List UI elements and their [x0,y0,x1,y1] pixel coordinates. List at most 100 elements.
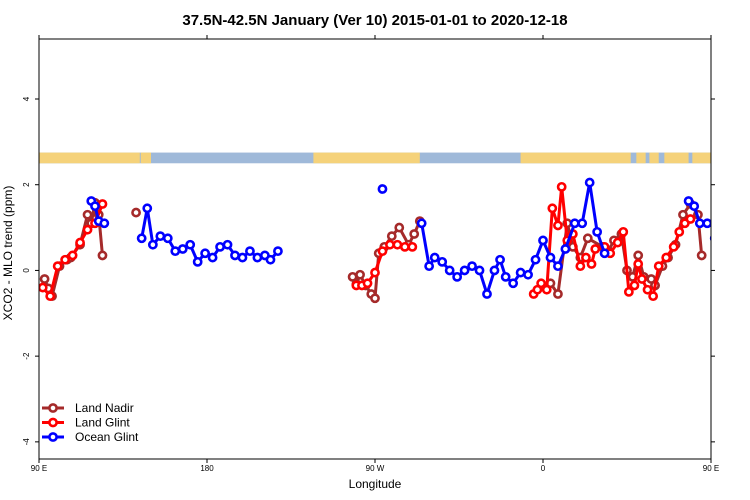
series-line [420,181,607,296]
data-point [370,267,380,278]
data-point [538,235,548,246]
data-point [575,261,586,272]
data-point [694,218,705,229]
data-point [592,226,603,237]
data-point [702,218,711,229]
data-point [215,241,225,252]
data-point [467,261,477,272]
data-point [386,231,397,242]
data-point [668,241,679,252]
x-tick-label: 180 [200,464,214,473]
x-axis-label: Longitude [349,477,402,491]
data-point [495,254,505,265]
data-point [407,241,418,252]
data-point [612,237,623,248]
data-point [75,237,85,248]
data-point [170,246,181,257]
legend-label: Land Nadir [75,401,134,415]
data-point [39,282,48,293]
data-point [237,252,248,263]
data-point [136,233,147,244]
x-tick-label: 0 [541,464,546,473]
data-point [726,241,733,248]
data-point [541,284,552,295]
legend-item: Land Nadir [42,401,134,415]
y-tick-label: -2 [22,352,31,360]
data-point [590,244,601,254]
data-point [633,250,644,261]
series-layer [39,177,750,304]
data-point [553,289,563,299]
data-point [678,209,688,220]
data-point [560,244,571,254]
data-point [536,278,547,289]
data-point [637,274,647,284]
data-point [577,218,588,229]
data-point [377,184,388,194]
data-point [586,259,597,269]
data-point [370,293,380,304]
data-point [556,181,567,192]
data-point [362,278,373,289]
land-band [664,152,689,164]
legend-label: Ocean Glint [75,430,139,444]
legend-marker [48,432,58,442]
land-band [313,152,420,164]
land-band [692,152,711,164]
land-band [520,152,631,164]
data-point [581,252,591,263]
data-point [553,261,563,272]
data-point [584,177,595,188]
data-point [437,256,448,267]
data-point [696,250,707,261]
data-point [629,280,640,291]
data-point [45,291,56,302]
data-point [222,239,233,250]
data-point [648,291,659,302]
data-point [482,289,492,299]
data-point [508,278,519,289]
chart-title: 37.5N-42.5N January (Ver 10) 2015-01-01 … [182,12,567,29]
data-point [52,261,63,272]
data-point [459,265,470,276]
data-point [131,207,141,218]
data-point [653,261,664,272]
y-tick-label: -4 [22,438,31,446]
data-point [547,203,558,214]
data-point [474,265,485,276]
data-point [177,244,188,254]
data-point [732,209,739,216]
data-point [265,254,276,265]
data-point [207,252,218,263]
data-point [642,284,653,295]
data-point [230,250,240,261]
data-point [500,271,511,282]
data-point [545,252,556,263]
data-point [429,252,440,263]
data-point [385,239,395,250]
data-point [689,201,700,212]
series-line [715,208,750,251]
data-point [355,269,365,280]
data-point [569,218,580,229]
legend-marker [48,403,58,413]
data-point [444,265,455,276]
data-point [192,256,203,267]
data-point [39,274,50,284]
data-point [347,271,358,282]
data-point [515,267,526,278]
data-point [273,246,283,257]
data-point [683,196,694,206]
data-point [377,246,388,257]
data-point [60,254,71,265]
legend-label: Land Glint [75,416,130,430]
data-point [90,201,100,212]
data-point [582,233,593,244]
data-point [618,226,629,237]
land-ocean-strip [39,152,711,164]
data-point [97,250,108,261]
data-point [553,220,563,231]
data-point [82,224,93,235]
